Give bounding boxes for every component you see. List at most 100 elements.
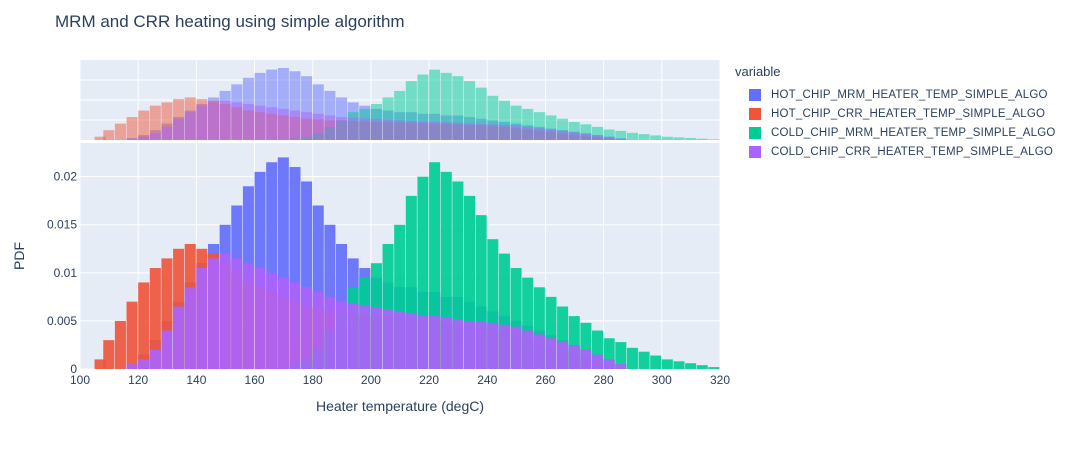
legend-item-cold-chip-crr[interactable]: COLD_CHIP_CRR_HEATER_TEMP_SIMPLE_ALGO (735, 142, 1056, 161)
marginal-histogram-bar (568, 122, 580, 140)
legend-swatch (749, 145, 761, 158)
histogram-bar (650, 355, 662, 369)
histogram-bar (592, 330, 604, 369)
histogram-bar (522, 277, 534, 369)
histogram-bar (615, 342, 627, 369)
x-tick-label: 300 (652, 373, 672, 387)
x-tick-label: 120 (128, 373, 148, 387)
histogram-bar (289, 167, 301, 369)
histogram-bar (464, 320, 476, 369)
marginal-histogram-bar (464, 81, 476, 140)
marginal-histogram-bar (475, 87, 487, 140)
x-tick-label: 140 (186, 373, 206, 387)
marginal-histogram-bar (370, 119, 382, 140)
marginal-histogram-bar (277, 68, 289, 140)
histogram-bar (452, 181, 464, 369)
x-tick-label: 160 (245, 373, 265, 387)
histogram-bar (138, 359, 150, 369)
histogram-bar (161, 258, 173, 369)
marginal-histogram-bar (661, 136, 673, 140)
histogram-bar (533, 334, 545, 369)
marginal-histogram-bar (138, 110, 150, 140)
histogram-bar (696, 365, 708, 369)
histogram-bar (615, 364, 627, 369)
histogram-bar (626, 347, 638, 369)
marginal-histogram-bar (184, 112, 196, 140)
histogram-bar (603, 359, 615, 369)
marginal-histogram-bar (464, 123, 476, 140)
histogram-bar (208, 258, 220, 369)
marginal-histogram-bar (289, 110, 301, 140)
marginal-histogram-bar (266, 69, 278, 140)
marginal-histogram-bar (417, 121, 429, 140)
marginal-histogram-bar (138, 136, 150, 140)
histogram-bar (510, 326, 522, 369)
histogram-bar (324, 296, 336, 369)
histogram-bar (94, 359, 106, 369)
histogram-bar (475, 321, 487, 369)
marginal-histogram-bar (254, 105, 266, 140)
histogram-bar (603, 338, 615, 369)
histogram-bar (149, 268, 161, 369)
y-axis-title: PDF (11, 242, 27, 270)
histogram-bar (254, 268, 266, 369)
legend-title: variable (735, 64, 781, 79)
histogram-bar (440, 171, 452, 369)
marginal-histogram-bar (452, 122, 464, 140)
marginal-histogram-bar (324, 115, 336, 140)
histogram-bar (242, 263, 254, 369)
marginal-histogram-bar (487, 124, 499, 140)
histogram-bar (382, 309, 394, 369)
marginal-histogram-bar (417, 74, 429, 140)
marginal-histogram-bar (568, 132, 580, 140)
marginal-histogram-bar (161, 126, 173, 140)
histogram-bar (231, 258, 243, 369)
marginal-histogram-bar (696, 138, 708, 140)
marginal-histogram-bar (440, 122, 452, 140)
marginal-histogram-bar (359, 118, 371, 140)
marginal-histogram-bar (382, 97, 394, 140)
histogram-bar (149, 349, 161, 369)
histogram-bar (638, 351, 650, 369)
legend-item-cold-chip-mrm[interactable]: COLD_CHIP_MRM_HEATER_TEMP_SIMPLE_ALGO (735, 123, 1056, 142)
marginal-histogram-bar (510, 105, 522, 140)
marginal-histogram-bar (242, 104, 254, 140)
histogram-bar (592, 354, 604, 369)
marginal-histogram-bar (650, 135, 662, 140)
histogram-bar (138, 282, 150, 369)
legend-item-hot-chip-crr[interactable]: HOT_CHIP_CRR_HEATER_TEMP_SIMPLE_ALGO (735, 104, 1056, 123)
histogram-bar (417, 176, 429, 369)
marginal-histogram-bar (522, 126, 534, 140)
marginal-histogram-bar (126, 117, 138, 140)
marginal-histogram-bar (615, 138, 627, 140)
histogram-bar (708, 367, 720, 369)
marginal-histogram-bar (173, 118, 185, 140)
marginal-histogram-bar (685, 138, 697, 140)
histogram-bar (557, 342, 569, 369)
marginal-histogram-bar (545, 115, 557, 140)
x-tick-label: 200 (361, 373, 381, 387)
marginal-histogram-bar (615, 130, 627, 140)
marginal-histogram-bar (603, 136, 615, 140)
histogram-bar (429, 162, 441, 369)
y-axis-ticks: 0 0.005 0.01 0.015 0.02 (47, 170, 77, 376)
marginal-histogram-bar (533, 112, 545, 140)
marginal-histogram-bar (405, 121, 417, 140)
y-tick-label: 0 (70, 362, 77, 376)
marginal-histogram-bar (626, 132, 638, 140)
marginal-histogram-bar (301, 112, 313, 140)
x-tick-label: 320 (710, 373, 730, 387)
marginal-histogram-bar (312, 84, 324, 140)
histogram-bar (126, 364, 138, 369)
marginal-histogram-bar (126, 138, 138, 140)
histogram-bar (266, 272, 278, 369)
histogram-bar (545, 338, 557, 369)
legend-item-hot-chip-mrm[interactable]: HOT_CHIP_MRM_HEATER_TEMP_SIMPLE_ALGO (735, 85, 1056, 104)
y-tick-label: 0.005 (47, 314, 77, 328)
marginal-histogram-bar (277, 108, 289, 140)
histogram-bar (568, 345, 580, 369)
histogram-bar (266, 162, 278, 369)
marginal-histogram-bar (533, 128, 545, 140)
histogram-bar (114, 320, 126, 369)
marginal-histogram-bar (219, 100, 231, 140)
